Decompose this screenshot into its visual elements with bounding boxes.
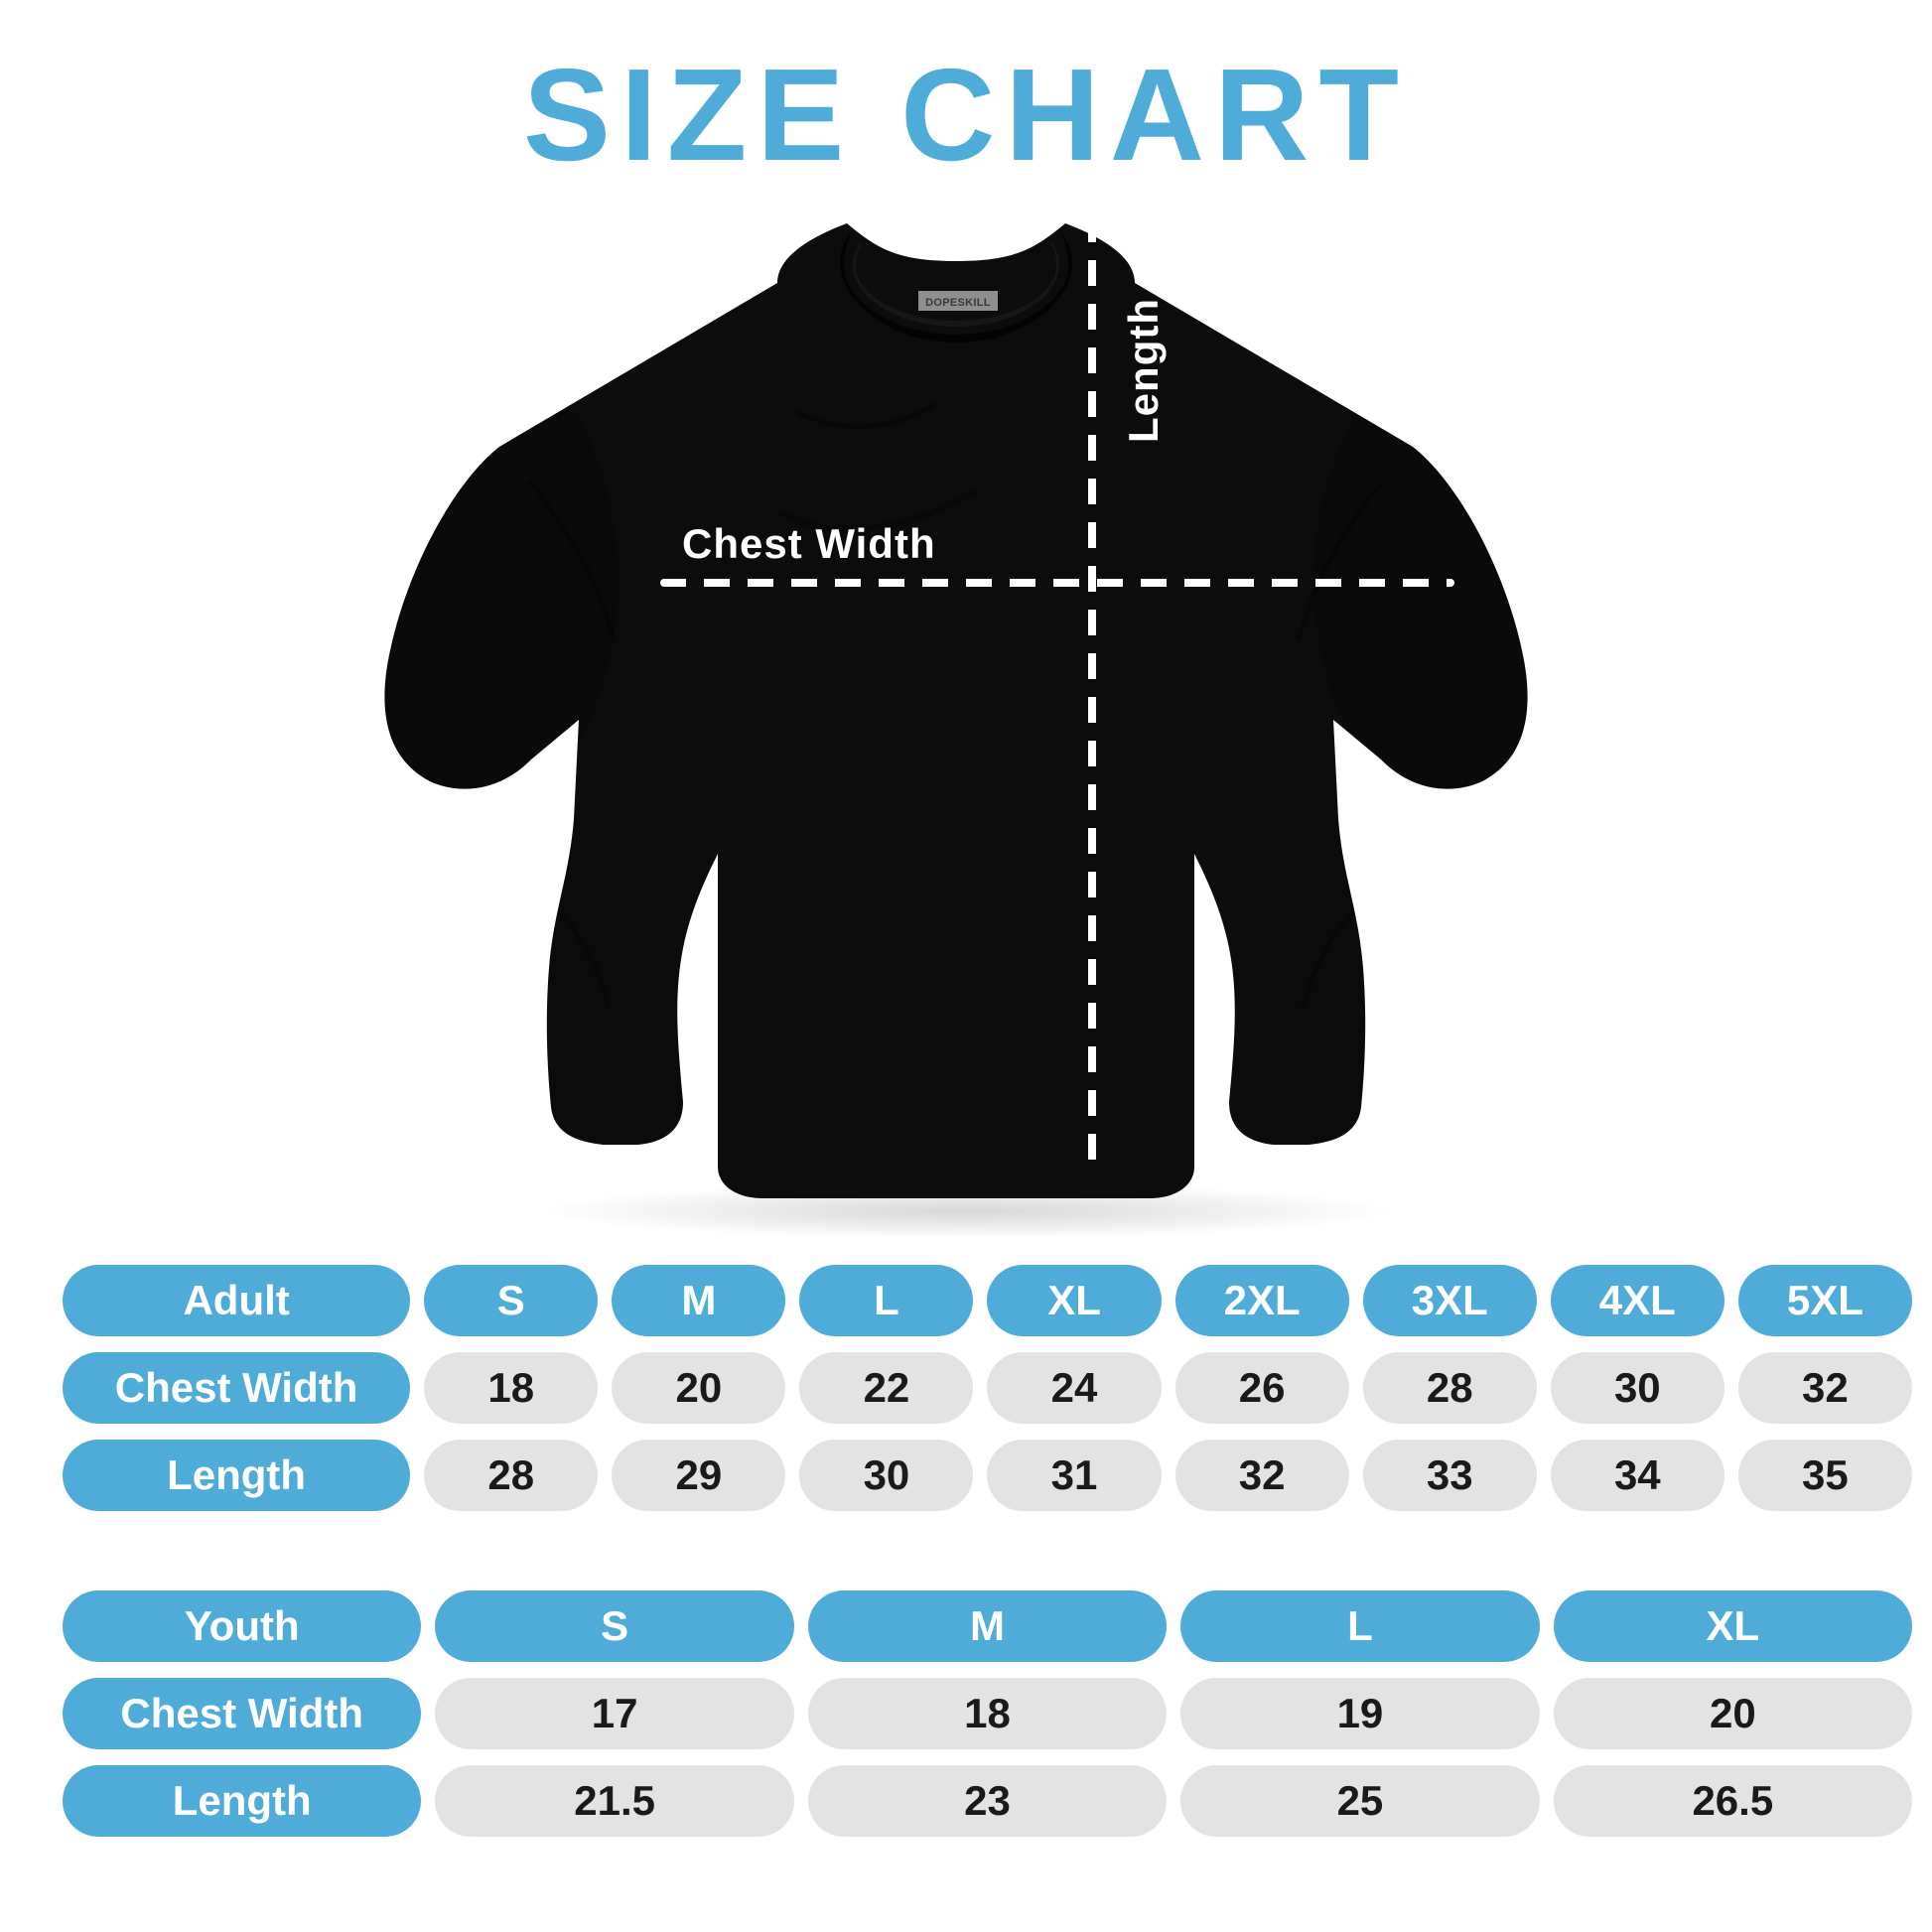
svg-text:DOPESKILL: DOPESKILL <box>925 297 991 309</box>
